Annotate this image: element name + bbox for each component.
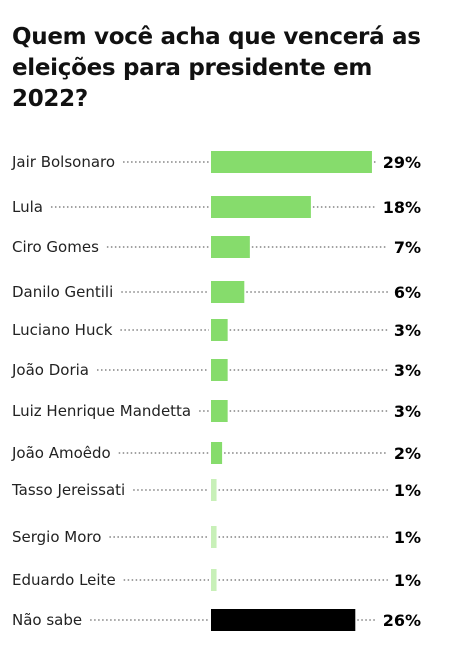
bar-joao-doria <box>211 359 228 381</box>
bar-joao-amoedo <box>211 442 223 464</box>
value-label-jair-bolsonaro: 29% <box>383 153 421 172</box>
chart-title: Quem você acha que vencerá as eleições p… <box>12 24 421 112</box>
category-label-joao-doria: João Doria <box>11 361 89 379</box>
category-label-tasso-jereissati: Tasso Jereissati <box>11 481 125 499</box>
category-label-danilo-gentili: Danilo Gentili <box>12 283 113 301</box>
value-label-lula: 18% <box>383 198 421 217</box>
bar-sergio-moro <box>211 526 217 548</box>
category-label-nao-sabe: Não sabe <box>12 611 82 629</box>
bar-nao-sabe <box>211 609 356 631</box>
bar-danilo-gentili <box>211 281 245 303</box>
category-label-jair-bolsonaro: Jair Bolsonaro <box>11 153 115 171</box>
bar-luiz-henrique-mandetta <box>211 400 228 422</box>
value-label-luiz-henrique-mandetta: 3% <box>394 402 421 421</box>
bar-tasso-jereissati <box>211 479 217 501</box>
value-label-ciro-gomes: 7% <box>394 238 421 257</box>
value-label-eduardo-leite: 1% <box>394 571 421 590</box>
value-label-sergio-moro: 1% <box>394 528 421 547</box>
value-label-danilo-gentili: 6% <box>394 283 421 302</box>
category-label-luciano-huck: Luciano Huck <box>12 321 113 339</box>
category-label-eduardo-leite: Eduardo Leite <box>12 571 116 589</box>
category-label-joao-amoedo: João Amoêdo <box>11 444 111 462</box>
category-label-sergio-moro: Sergio Moro <box>12 528 101 546</box>
value-label-tasso-jereissati: 1% <box>394 481 421 500</box>
bar-jair-bolsonaro <box>211 151 372 173</box>
bar-luciano-huck <box>211 319 228 341</box>
bar-eduardo-leite <box>211 569 217 591</box>
value-label-luciano-huck: 3% <box>394 321 421 340</box>
category-label-ciro-gomes: Ciro Gomes <box>12 238 99 256</box>
bar-ciro-gomes <box>211 236 250 258</box>
category-label-lula: Lula <box>12 198 43 216</box>
bar-lula <box>211 196 311 218</box>
value-label-joao-doria: 3% <box>394 361 421 380</box>
value-label-joao-amoedo: 2% <box>394 444 421 463</box>
category-label-luiz-henrique-mandetta: Luiz Henrique Mandetta <box>12 402 191 420</box>
value-label-nao-sabe: 26% <box>383 611 421 630</box>
